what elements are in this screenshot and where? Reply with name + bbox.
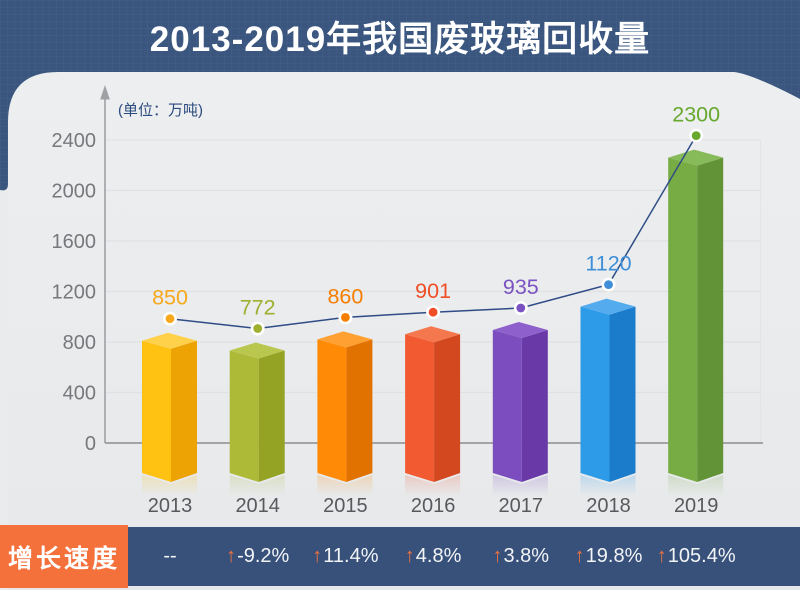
growth-cell-2017: ↑3.8%	[466, 527, 576, 586]
growth-cell-2013: --	[115, 527, 225, 586]
bar-2016	[405, 326, 461, 496]
bar-reflection	[317, 475, 373, 496]
bar-front-face	[317, 339, 347, 482]
unit-label: (单位：万吨)	[118, 102, 203, 119]
page-title: 2013-2019年我国废玻璃回收量	[149, 19, 651, 59]
tick-label-2000: 2000	[52, 181, 97, 203]
tick-label-400: 400	[63, 383, 96, 405]
bar-top-face	[317, 331, 373, 348]
bar-2018	[580, 298, 636, 496]
bar-reflection	[668, 475, 724, 496]
growth-cell-2014: ↑-9.2%	[203, 527, 313, 586]
data-point-2019	[691, 131, 701, 141]
growth-row-label: 增长速度	[0, 525, 128, 588]
tick-label-0: 0	[85, 433, 96, 455]
tick-label-800: 800	[63, 332, 96, 354]
bar-front-face	[668, 157, 698, 482]
value-label-2018: 1120	[585, 252, 631, 276]
bar-reflection	[580, 475, 636, 496]
category-label-2015: 2015	[323, 495, 368, 517]
growth-value: 3.8%	[503, 545, 550, 567]
bar-side-face	[434, 334, 461, 482]
growth-value: 19.8%	[585, 545, 643, 567]
header-band	[0, 0, 800, 191]
category-label-2017: 2017	[499, 495, 544, 517]
category-label-2016: 2016	[411, 495, 456, 517]
value-label-2014: 772	[240, 296, 276, 320]
up-arrow-icon: ↑	[312, 545, 323, 567]
bar-2013	[142, 332, 197, 496]
y-axis-arrow-icon	[100, 85, 110, 100]
growth-strip	[128, 527, 800, 586]
bar-reflection	[142, 475, 197, 496]
bar-front-face	[229, 350, 259, 482]
data-point-2015	[341, 313, 350, 322]
tick-label-1600: 1600	[52, 231, 97, 253]
growth-value: 4.8%	[415, 545, 462, 567]
header-grid-texture	[0, 0, 800, 191]
data-point-2017	[516, 303, 526, 313]
bar-2017	[492, 321, 548, 496]
up-arrow-icon: ↑	[226, 545, 237, 567]
bar-2015	[317, 331, 373, 496]
bar-reflection	[405, 475, 461, 496]
growth-cell-2016: ↑4.8%	[378, 527, 488, 586]
bar-side-face	[697, 157, 724, 482]
data-point-2018	[604, 280, 613, 289]
bar-side-face	[258, 350, 285, 482]
growth-cell-2018: ↑19.8%	[554, 527, 664, 586]
bar-top-face	[580, 298, 636, 315]
up-arrow-icon: ↑	[656, 545, 667, 567]
bar-side-face	[609, 306, 636, 482]
bar-front-face	[580, 306, 610, 482]
up-arrow-icon: ↑	[574, 545, 585, 567]
value-label-2016: 901	[415, 279, 451, 303]
growth-value: -9.2%	[237, 545, 290, 567]
content-card	[8, 72, 800, 590]
category-label-2014: 2014	[235, 495, 280, 517]
growth-row-label-text: 增长速度	[7, 544, 120, 573]
up-arrow-icon: ↑	[492, 545, 503, 567]
bar-front-face	[405, 334, 435, 482]
value-label-2015: 860	[327, 284, 363, 308]
value-label-2017: 935	[503, 275, 539, 299]
growth-cell-2015: ↑11.4%	[290, 527, 400, 586]
category-label-2013: 2013	[148, 495, 193, 517]
bar-reflection	[229, 475, 285, 496]
bar-top-face	[142, 332, 197, 349]
growth-value: 11.4%	[323, 545, 379, 567]
growth-cell-2019: ↑105.4%	[641, 527, 751, 586]
category-label-2018: 2018	[586, 495, 631, 517]
bar-top-face	[405, 326, 461, 343]
value-label-2019: 2300	[672, 103, 720, 127]
data-point-2013	[165, 314, 175, 324]
bar-top-face	[492, 321, 548, 338]
tick-label-2400: 2400	[52, 130, 97, 152]
bar-front-face	[142, 340, 171, 482]
bar-front-face	[492, 329, 522, 482]
bar-side-face	[171, 340, 197, 482]
value-label-2013: 850	[152, 286, 188, 310]
bar-side-face	[521, 329, 548, 482]
bar-top-face	[668, 149, 724, 166]
growth-row-values: -- ↑-9.2% ↑11.4% ↑4.8% ↑3.8% ↑19.8% ↑105.4%	[0, 527, 800, 586]
tick-label-1200: 1200	[52, 282, 97, 304]
growth-value: 105.4%	[667, 545, 736, 567]
data-point-2016	[428, 307, 438, 317]
bar-top-face	[229, 342, 285, 359]
data-point-2014	[253, 324, 263, 333]
growth-value: --	[163, 545, 177, 567]
category-label-2019: 2019	[674, 495, 719, 517]
bar-2014	[229, 342, 285, 496]
bar-reflection	[492, 475, 548, 496]
bar-side-face	[346, 339, 373, 482]
bar-2019	[668, 149, 724, 496]
up-arrow-icon: ↑	[404, 545, 415, 567]
